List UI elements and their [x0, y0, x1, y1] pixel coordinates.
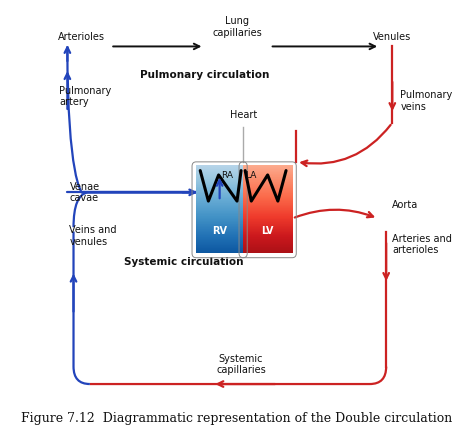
Text: RV: RV — [212, 226, 227, 236]
Text: Pulmonary
artery: Pulmonary artery — [59, 86, 111, 108]
Text: Venules: Venules — [373, 32, 411, 42]
Text: Systemic circulation: Systemic circulation — [124, 257, 244, 267]
Text: Figure 7.12  Diagrammatic representation of the Double circulation: Figure 7.12 Diagrammatic representation … — [21, 413, 453, 425]
Text: Aorta: Aorta — [392, 201, 419, 211]
Text: Systemic
capillaries: Systemic capillaries — [216, 354, 266, 375]
Text: Veins and
venules: Veins and venules — [69, 225, 117, 247]
Text: Arterioles: Arterioles — [58, 32, 105, 42]
Text: LA: LA — [245, 170, 256, 180]
Text: Arteries and
arterioles: Arteries and arterioles — [392, 234, 452, 256]
Text: Venae
cavae: Venae cavae — [69, 181, 100, 203]
Text: LV: LV — [262, 226, 274, 236]
Text: Pulmonary
veins: Pulmonary veins — [401, 90, 453, 112]
Text: Heart: Heart — [229, 111, 257, 121]
Text: Lung
capillaries: Lung capillaries — [212, 16, 262, 38]
Text: RA: RA — [221, 170, 233, 180]
Text: Pulmonary circulation: Pulmonary circulation — [140, 70, 269, 80]
